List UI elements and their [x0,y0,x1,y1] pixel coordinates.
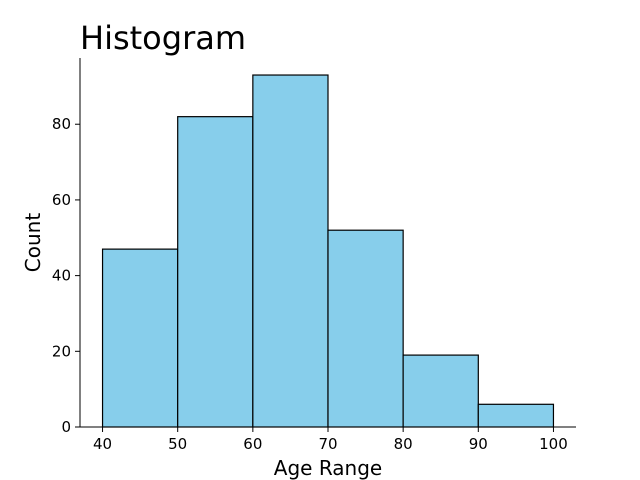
y-tick-label: 60 [52,191,71,209]
y-tick-label: 40 [52,267,71,285]
y-tick-label: 80 [52,115,71,133]
histogram-bar [252,74,329,428]
bars-group [101,74,555,428]
histogram-bar [402,354,479,428]
histogram-bar [477,403,555,428]
x-tick-label: 80 [394,435,413,453]
x-tick-label: 90 [469,435,488,453]
x-tick-label: 60 [243,435,262,453]
y-ticks: 0 20 40 60 80 [52,115,80,436]
histogram-bar [327,229,404,428]
y-tick-label: 0 [61,418,71,436]
x-axis-label: Age Range [274,456,382,480]
y-tick-label: 20 [52,342,71,360]
x-tick-label: 40 [93,435,112,453]
x-tick-label: 100 [539,435,568,453]
histogram-bar [101,248,179,428]
y-axis-label: Count [21,213,45,273]
x-tick-label: 50 [168,435,187,453]
histogram-bar [177,116,254,428]
x-ticks: 40 50 60 70 80 90 100 [93,427,568,453]
x-tick-label: 70 [318,435,337,453]
chart-title: Histogram [80,19,246,57]
